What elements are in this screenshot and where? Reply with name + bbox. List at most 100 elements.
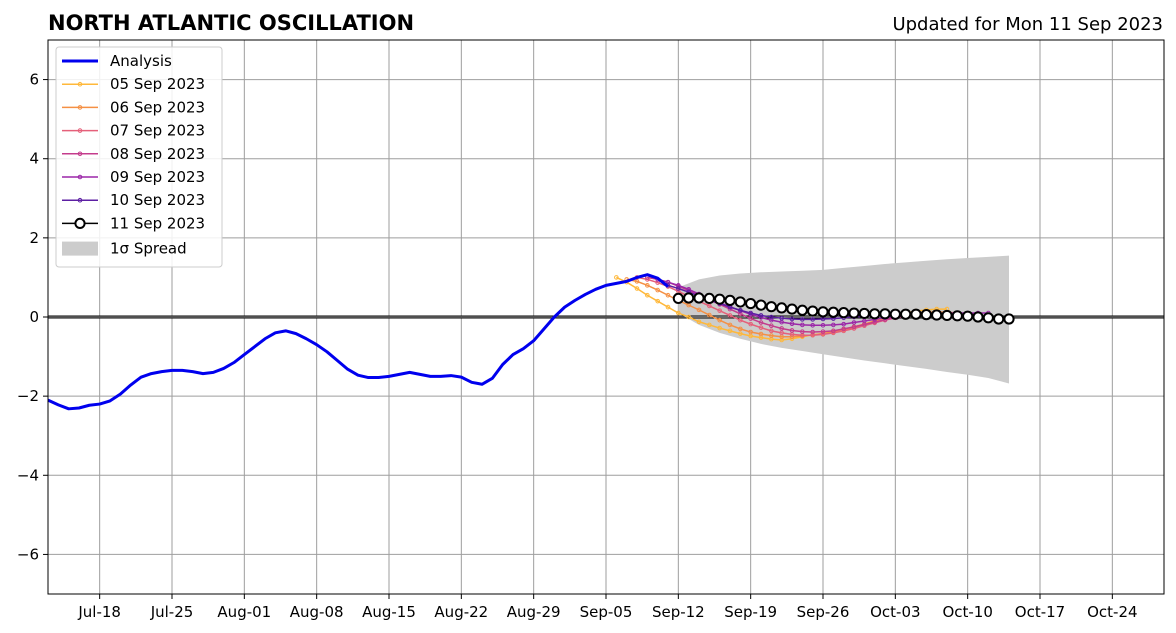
legend-swatch-marker — [77, 81, 83, 87]
forecast-point — [758, 331, 764, 337]
forecast-point — [800, 322, 805, 328]
latest-forecast-point — [745, 297, 757, 310]
forecast-point — [748, 316, 753, 321]
legend-swatch-marker — [77, 197, 83, 203]
latest-forecast-point — [993, 313, 1005, 325]
legend-entry: 05 Sep 2023 — [62, 75, 205, 93]
latest-forecast-point — [972, 311, 984, 323]
latest-forecast-point — [838, 307, 850, 319]
latest-forecast-point — [703, 292, 715, 305]
latest-forecast-point — [724, 294, 736, 306]
latest-forecast-point — [672, 292, 684, 305]
legend: Analysis 05 Sep 2023 06 Sep 2023 07 Sep 202… — [55, 46, 223, 268]
forecast-point — [738, 326, 743, 332]
forecast-point — [820, 329, 826, 334]
forecast-point — [686, 314, 691, 320]
legend-label: 05 Sep 2023 — [110, 75, 205, 93]
legend-swatch-marker — [77, 105, 83, 110]
forecast-point — [696, 307, 702, 313]
series-layer — [47, 273, 1015, 411]
legend-label: 10 Sep 2023 — [110, 191, 205, 209]
forecast-point — [748, 321, 753, 327]
y-tick-label: 6 — [29, 71, 39, 89]
forecast-point — [676, 286, 681, 291]
forecast-point — [634, 286, 640, 291]
forecast-point — [717, 317, 722, 323]
legend-label: 08 Sep 2023 — [110, 145, 205, 163]
analysis-line — [47, 273, 669, 411]
forecast-point — [769, 314, 774, 320]
x-tick-label: Sep-05 — [580, 603, 633, 621]
x-tick-label: Sep-12 — [652, 603, 705, 621]
x-tick-label: Aug-22 — [434, 603, 488, 621]
latest-forecast-point — [807, 305, 819, 317]
forecast-point — [748, 310, 753, 316]
forecast-point — [779, 330, 784, 336]
legend-label: 1σ Spread — [110, 240, 187, 258]
forecast-point — [779, 326, 784, 331]
forecast-point — [800, 329, 805, 334]
forecast-point — [727, 328, 733, 334]
y-tick-label: 2 — [29, 229, 39, 247]
x-tick-label: Jul-18 — [77, 603, 121, 621]
legend-entry: 09 Sep 2023 — [62, 168, 205, 186]
latest-forecast-point — [910, 308, 922, 320]
forecast-point — [851, 320, 857, 325]
x-tick-label: Jul-25 — [150, 603, 194, 621]
latest-forecast-point — [858, 307, 870, 320]
y-tick-label: −4 — [17, 466, 39, 484]
latest-forecast-point — [796, 304, 808, 316]
forecast-point — [862, 318, 867, 324]
legend-entry: 06 Sep 2023 — [62, 98, 205, 116]
forecast-point — [696, 319, 702, 325]
forecast-point — [810, 329, 815, 335]
forecast-point — [779, 315, 784, 321]
latest-forecast-series — [672, 292, 1015, 325]
forecast-point — [614, 275, 619, 280]
latest-forecast-point — [931, 309, 943, 321]
forecast-point — [645, 292, 650, 298]
x-tick-label: Aug-08 — [290, 603, 344, 621]
latest-forecast-point — [1003, 313, 1015, 325]
forecast-point — [841, 321, 846, 327]
forecast-point — [655, 298, 660, 304]
latest-forecast-point — [827, 306, 839, 318]
forecast-point — [831, 328, 836, 334]
forecast-point — [707, 303, 712, 309]
forecast-point — [841, 326, 846, 332]
x-tick-label: Oct-24 — [1087, 603, 1137, 621]
forecast-point — [717, 308, 722, 313]
forecast-point — [676, 310, 681, 316]
latest-forecast-point — [817, 306, 829, 318]
legend-swatch-marker — [74, 217, 86, 229]
x-tick-label: Aug-29 — [507, 603, 561, 621]
forecast-point — [738, 331, 743, 336]
axis-ticks: Jul-18 Jul-25 Aug-01 Aug-08 Aug-15 Aug-22 Aug-… — [17, 71, 1138, 621]
forecast-point — [707, 312, 712, 318]
forecast-point — [810, 317, 815, 322]
latest-forecast-point — [879, 308, 891, 320]
latest-forecast-point — [889, 308, 901, 320]
y-tick-label: 4 — [29, 150, 39, 168]
latest-forecast-point — [734, 296, 746, 308]
forecast-point — [655, 287, 660, 293]
forecast-point — [665, 304, 671, 310]
legend-swatch-marker — [77, 128, 83, 133]
legend-label: Analysis — [110, 52, 172, 70]
forecast-point — [758, 313, 764, 318]
legend-entry: 10 Sep 2023 — [62, 191, 205, 209]
legend-label: 11 Sep 2023 — [110, 214, 205, 232]
legend-swatch-marker — [77, 174, 83, 180]
legend-entry: Analysis — [62, 52, 172, 70]
forecast-point — [748, 329, 753, 335]
x-tick-label: Sep-26 — [797, 603, 850, 621]
x-tick-label: Oct-17 — [1015, 603, 1065, 621]
latest-forecast-point — [951, 310, 963, 322]
latest-forecast-point — [776, 302, 788, 314]
chart-title: NORTH ATLANTIC OSCILLATION — [48, 11, 414, 35]
forecast-point — [769, 323, 774, 329]
legend-entry: 11 Sep 2023 — [62, 214, 205, 232]
latest-forecast-point — [765, 301, 777, 313]
forecast-point — [769, 328, 774, 334]
